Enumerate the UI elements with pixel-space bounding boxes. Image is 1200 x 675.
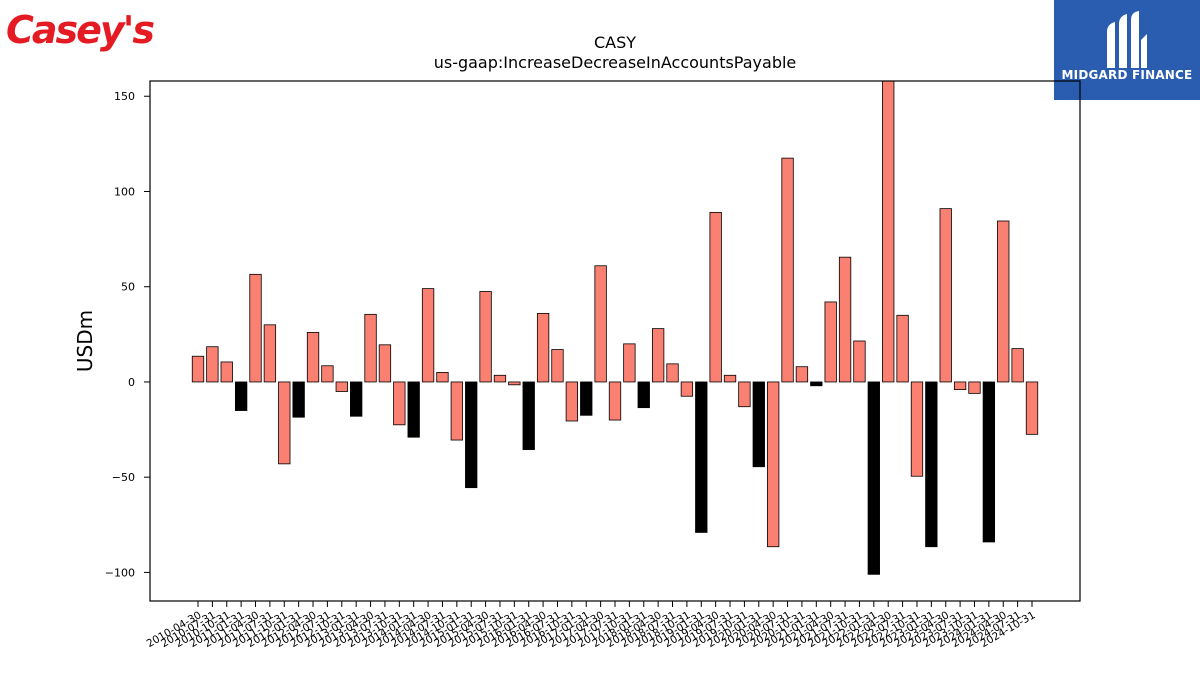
y-tick-label: 100 (114, 185, 135, 198)
bar-2010-10-31 (220, 361, 233, 383)
bar-2014-10-31 (450, 381, 463, 441)
bar-2023-07-31 (953, 381, 967, 390)
caseys-logo: Casey's (6, 8, 155, 52)
bar-2013-07-31 (378, 344, 392, 383)
bar-2019-10-31 (738, 381, 751, 408)
bar-2011-04-30 (249, 273, 262, 383)
bar-2021-10-31 (853, 340, 866, 383)
bar-2013-04-30 (364, 313, 377, 383)
bar-2011-07-31 (263, 324, 277, 383)
plot-frame (149, 80, 1081, 602)
bar-2012-07-31 (321, 365, 334, 383)
bar-2014-07-31 (436, 372, 449, 383)
bar-2021-07-31 (838, 256, 852, 383)
bar-2014-04-30 (421, 288, 435, 383)
bar-2010-04-30 (191, 355, 205, 383)
bar-2019-04-30 (709, 212, 722, 383)
bar-2022-07-31 (896, 314, 909, 383)
bar-2021-01-31 (810, 381, 823, 387)
bar-2024-04-30 (997, 220, 1010, 383)
bar-2023-04-30 (939, 208, 952, 383)
bar-2020-07-31 (781, 157, 794, 383)
y-tick-label: 0 (128, 376, 135, 389)
y-tick-label: −100 (105, 566, 135, 579)
bar-2018-01-31 (637, 381, 650, 409)
bar-2020-01-31 (752, 381, 765, 468)
bar-2012-10-31 (335, 381, 348, 392)
x-axis: 2010-04-302010-07-312010-10-312011-01-31… (145, 601, 1038, 650)
bar-2017-04-30 (594, 265, 607, 383)
bar-2015-07-31 (493, 374, 507, 383)
bar-2016-07-31 (551, 349, 564, 383)
bar-2012-01-31 (292, 381, 305, 418)
bar-2018-04-30 (651, 328, 665, 383)
chart-subtitle: us-gaap:IncreaseDecreaseInAccountsPayabl… (434, 53, 797, 72)
bar-2017-01-31 (580, 381, 593, 416)
bar-2017-07-31 (608, 381, 622, 421)
y-tick-label: 150 (114, 90, 135, 103)
bar-2014-01-31 (407, 381, 420, 438)
bar-2010-07-31 (206, 346, 219, 383)
bar-2018-07-31 (666, 363, 679, 383)
bar-2018-10-31 (680, 381, 694, 397)
y-tick-label: 50 (121, 281, 135, 294)
bar-2016-01-31 (522, 381, 535, 450)
bar-2021-04-30 (824, 301, 837, 383)
bars-group (191, 80, 1039, 575)
bar-2024-01-31 (982, 381, 996, 543)
bar-2011-10-31 (278, 381, 291, 465)
y-axis: −100 −50 0 50 100 150 (105, 90, 150, 579)
midgard-finance-logo: MIDGARD FINANCE (1054, 0, 1200, 100)
bar-2011-01-31 (234, 381, 248, 411)
bar-2023-10-31 (968, 381, 981, 394)
bar-2015-10-31 (508, 381, 521, 386)
bar-2020-04-30 (767, 381, 780, 548)
bar-2017-10-31 (623, 343, 636, 383)
bar-2013-01-31 (350, 381, 363, 417)
y-axis-label: USDm (73, 310, 97, 372)
bar-2015-01-31 (465, 381, 478, 489)
bar-2013-10-31 (393, 381, 406, 426)
bar-2019-07-31 (723, 374, 737, 383)
bar-2012-04-30 (306, 332, 320, 383)
bar-2016-04-30 (536, 312, 550, 383)
chart-title: CASY (594, 33, 636, 52)
bar-2024-10-31 (1025, 381, 1039, 435)
bar-2015-04-30 (479, 291, 492, 383)
midgard-finance-text: MIDGARD FINANCE (1061, 68, 1193, 82)
y-tick-label: −50 (112, 471, 135, 484)
bar-2022-10-31 (910, 381, 924, 477)
midgard-mark-icon (1107, 11, 1147, 68)
bar-2020-10-31 (795, 366, 809, 383)
bar-2016-10-31 (565, 381, 579, 422)
bar-2019-01-31 (695, 381, 708, 533)
bar-2022-01-31 (867, 381, 880, 575)
bar-2022-04-30 (882, 80, 895, 383)
bar-2024-07-31 (1011, 348, 1024, 383)
bar-2023-01-31 (925, 381, 938, 548)
